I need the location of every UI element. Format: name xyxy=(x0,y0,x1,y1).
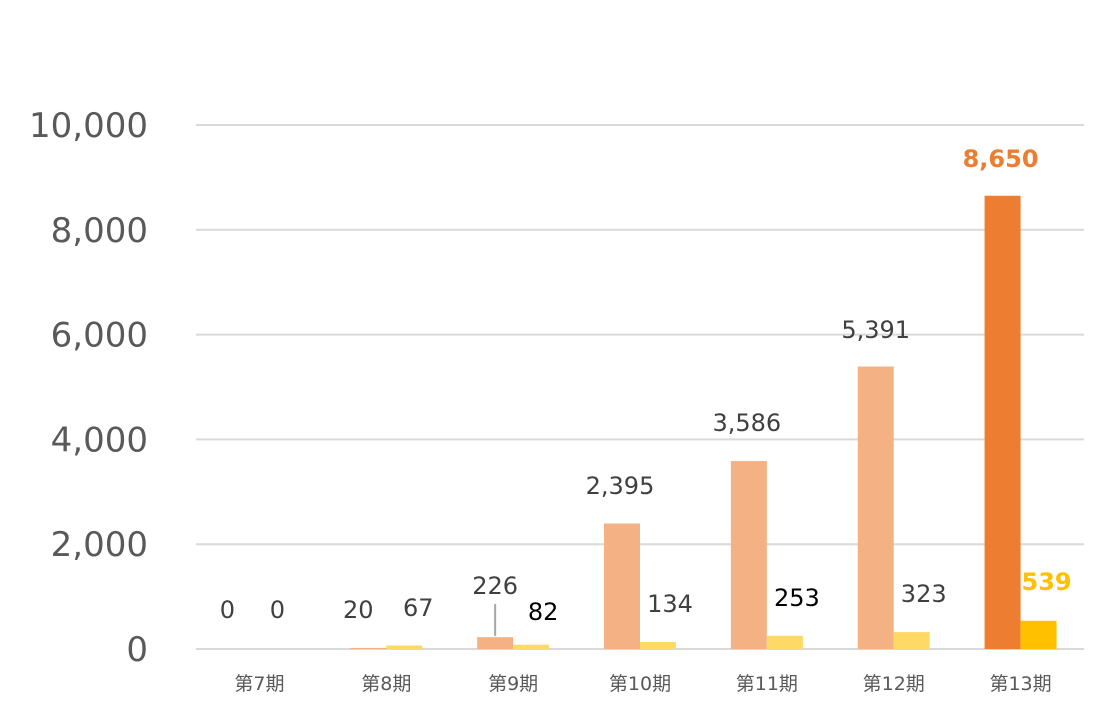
y-tick-label: 4,000 xyxy=(51,420,148,460)
bar xyxy=(730,461,767,649)
x-tick-label: 第10期 xyxy=(609,673,671,695)
bar xyxy=(857,366,894,649)
bar xyxy=(640,641,676,649)
bar xyxy=(766,635,803,649)
data-label: 5,391 xyxy=(841,316,910,344)
y-tick-label: 0 xyxy=(126,630,148,670)
y-tick-label: 2,000 xyxy=(51,525,148,565)
bar xyxy=(513,644,550,649)
data-label: 82 xyxy=(528,598,559,626)
data-label: 134 xyxy=(647,590,693,618)
x-tick-label: 第8期 xyxy=(361,673,411,695)
bar xyxy=(350,647,387,649)
x-tick-label: 第13期 xyxy=(989,673,1051,695)
x-tick-label: 第11期 xyxy=(736,673,798,695)
data-label: 0 xyxy=(270,596,285,624)
data-label: 253 xyxy=(774,584,820,612)
x-tick-label: 第12期 xyxy=(863,673,925,695)
bar xyxy=(477,637,514,649)
data-label: 0 xyxy=(220,596,235,624)
y-tick-label: 10,000 xyxy=(29,106,148,146)
data-label: 2,395 xyxy=(586,472,655,500)
data-label: 20 xyxy=(343,596,374,624)
data-label: 323 xyxy=(901,580,947,608)
data-label: 67 xyxy=(403,594,434,622)
data-label: 8,650 xyxy=(963,145,1039,173)
x-tick-label: 第7期 xyxy=(234,673,284,695)
y-tick-label: 8,000 xyxy=(51,211,148,251)
y-tick-label: 6,000 xyxy=(51,316,148,356)
data-label: 539 xyxy=(1022,568,1072,596)
data-label: 226 xyxy=(472,572,518,600)
data-label: 3,586 xyxy=(712,409,781,437)
bar xyxy=(1020,620,1057,649)
bar xyxy=(604,523,640,649)
x-tick-label: 第9期 xyxy=(488,673,538,695)
bar xyxy=(984,195,1021,650)
bar xyxy=(893,632,930,649)
bar xyxy=(386,645,423,649)
